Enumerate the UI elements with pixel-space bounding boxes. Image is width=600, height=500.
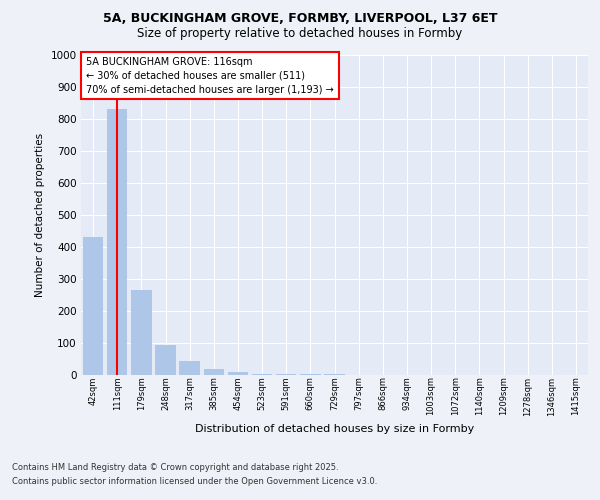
Text: Size of property relative to detached houses in Formby: Size of property relative to detached ho… xyxy=(137,28,463,40)
Bar xyxy=(83,238,103,375)
Bar xyxy=(155,344,176,375)
X-axis label: Distribution of detached houses by size in Formby: Distribution of detached houses by size … xyxy=(195,424,474,434)
Y-axis label: Number of detached properties: Number of detached properties xyxy=(35,133,45,297)
Text: Contains HM Land Registry data © Crown copyright and database right 2025.: Contains HM Land Registry data © Crown c… xyxy=(12,462,338,471)
Bar xyxy=(276,374,296,375)
Text: Contains public sector information licensed under the Open Government Licence v3: Contains public sector information licen… xyxy=(12,478,377,486)
Bar xyxy=(179,360,200,375)
Bar xyxy=(227,372,248,375)
Text: 5A BUCKINGHAM GROVE: 116sqm
← 30% of detached houses are smaller (511)
70% of se: 5A BUCKINGHAM GROVE: 116sqm ← 30% of det… xyxy=(86,56,334,94)
Bar xyxy=(252,374,272,375)
Bar xyxy=(107,110,127,375)
Bar xyxy=(203,369,224,375)
Text: 5A, BUCKINGHAM GROVE, FORMBY, LIVERPOOL, L37 6ET: 5A, BUCKINGHAM GROVE, FORMBY, LIVERPOOL,… xyxy=(103,12,497,26)
Bar xyxy=(300,374,320,375)
Bar xyxy=(324,374,345,375)
Bar xyxy=(131,290,152,375)
